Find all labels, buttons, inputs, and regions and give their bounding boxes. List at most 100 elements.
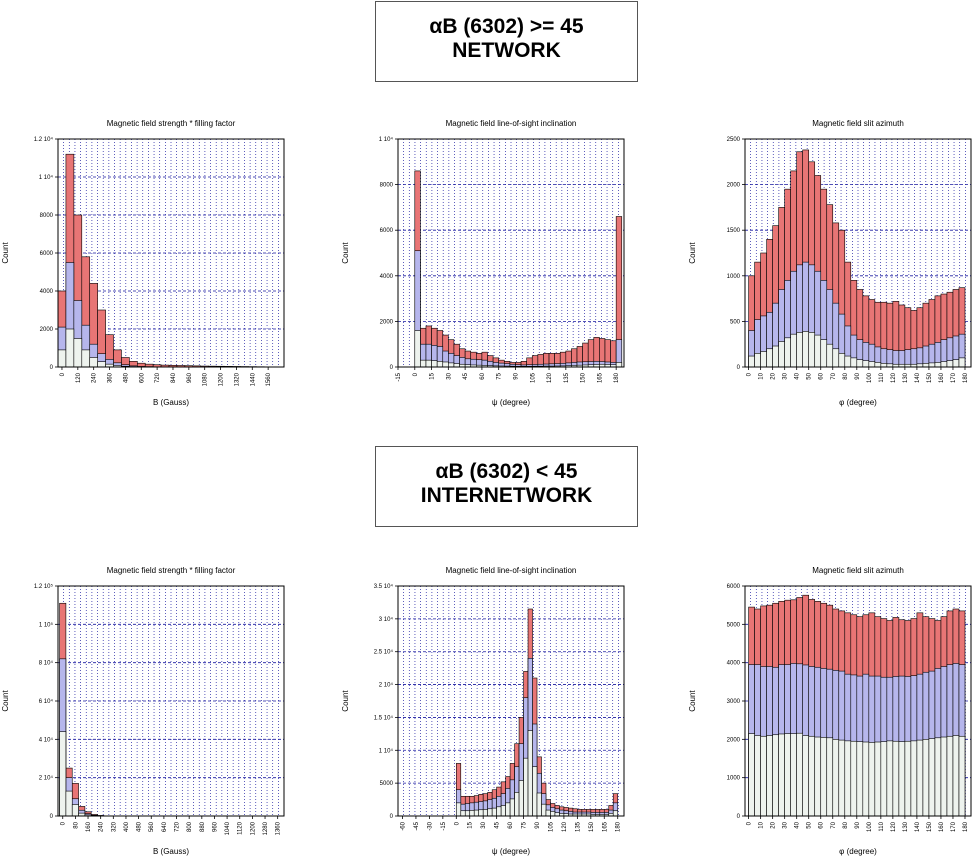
x-axis-label: B (Gauss) (153, 847, 189, 856)
x-tick-label: 1280 (263, 821, 269, 835)
chart-5: Magnetic field slit azimuth0100020003000… (688, 566, 972, 856)
x-tick-label: 135 (564, 372, 570, 383)
histogram-bar (802, 735, 810, 817)
x-tick-label: 880 (200, 821, 206, 832)
histogram-bar (922, 739, 930, 817)
y-tick-label: 4000 (727, 661, 741, 667)
x-tick-label: 130 (903, 372, 909, 383)
histogram-bar (518, 780, 524, 817)
y-tick-label: 1 10⁵ (39, 621, 54, 628)
histogram-bar (754, 735, 761, 817)
y-tick-label: 2000 (40, 327, 54, 333)
x-tick-label: 80 (73, 821, 79, 828)
chart-title: Magnetic field strength * filling factor (107, 119, 236, 128)
x-tick-label: 1360 (276, 821, 282, 835)
x-tick-label: -45 (414, 821, 420, 830)
y-axis-label: Count (341, 690, 350, 712)
histogram-bar (832, 348, 840, 368)
chart-title: Magnetic field slit azimuth (812, 566, 904, 575)
histogram-bar (952, 735, 960, 817)
y-tick-label: 0 (737, 814, 741, 820)
x-axis-label: φ (degree) (839, 398, 877, 407)
x-tick-label: 160 (939, 372, 945, 383)
x-axis-label: ψ (degree) (492, 398, 531, 407)
histogram-bar (748, 355, 755, 368)
histogram-bar (425, 359, 432, 368)
plot-frame (397, 138, 625, 368)
histogram-bar (790, 333, 797, 368)
histogram-bar (65, 328, 75, 368)
histogram-bar (59, 731, 67, 817)
histogram-bar (784, 733, 791, 817)
histogram-bar (420, 359, 427, 368)
x-tick-label: 1320 (234, 372, 240, 386)
histogram-bar (820, 339, 828, 368)
x-tick-label: 0 (60, 372, 66, 376)
histogram-bar (814, 736, 822, 817)
chart-title: Magnetic field slit azimuth (812, 119, 904, 128)
x-tick-label: 90 (535, 821, 541, 828)
x-tick-label: 480 (123, 372, 129, 383)
histogram-bar (862, 741, 870, 817)
y-tick-label: 1000 (727, 776, 741, 782)
histogram-bar (856, 741, 864, 817)
y-tick-label: 6000 (727, 584, 741, 590)
histogram-bar (89, 357, 98, 368)
histogram-bar (886, 740, 894, 817)
x-tick-label: 90 (855, 372, 861, 379)
histogram-bar (65, 790, 73, 817)
histogram-bar (505, 802, 511, 817)
x-tick-label: 30 (481, 821, 487, 828)
x-tick-label: 720 (175, 821, 181, 832)
x-tick-label: 0 (747, 372, 753, 376)
histogram-bar (868, 361, 876, 368)
y-tick-label: 2000 (380, 319, 394, 325)
y-tick-label: 1 10⁴ (379, 136, 394, 143)
x-tick-label: 800 (187, 821, 193, 832)
y-tick-label: 5000 (380, 781, 394, 787)
y-tick-label: 8 10⁴ (39, 660, 54, 667)
plot-frame (744, 138, 972, 368)
network-title-box: αB (6302) >= 45 NETWORK (375, 1, 638, 82)
x-tick-label: 640 (162, 821, 168, 832)
y-tick-label: 1.2 10⁴ (34, 136, 54, 143)
x-tick-label: 30 (783, 372, 789, 379)
x-tick-label: 180 (616, 821, 622, 832)
x-tick-label: -30 (427, 821, 433, 830)
x-tick-label: -60 (400, 821, 406, 830)
x-tick-label: 20 (771, 372, 777, 379)
chart-title: Magnetic field line-of-sight inclination (446, 566, 577, 575)
y-tick-label: 3 10⁴ (379, 616, 394, 623)
histogram-bar (81, 349, 91, 368)
x-tick-label: 10 (759, 372, 765, 379)
y-tick-label: 0 (50, 814, 54, 820)
histogram-bar (844, 740, 852, 817)
histogram-bar (464, 810, 471, 817)
histogram-bar (71, 804, 79, 817)
x-tick-label: 600 (139, 372, 145, 383)
histogram-bar (940, 736, 948, 817)
histogram-bar (904, 740, 912, 817)
histogram-bar (802, 331, 810, 368)
chart-title: Magnetic field line-of-sight inclination (446, 119, 577, 128)
x-tick-label: 400 (124, 821, 130, 832)
histogram-bar (892, 740, 900, 817)
y-tick-label: 1.2 10⁵ (34, 583, 54, 590)
x-tick-label: 120 (76, 372, 82, 383)
x-tick-label: 40 (795, 821, 801, 828)
y-tick-label: 6000 (380, 228, 394, 234)
x-tick-label: 1200 (250, 821, 256, 835)
histogram-bar (527, 730, 533, 817)
histogram-bar (414, 330, 421, 368)
histogram-bar (523, 757, 529, 817)
chart-3: Magnetic field strength * filling factor… (1, 566, 285, 856)
histogram-bar (473, 809, 480, 817)
chart-2: Magnetic field slit azimuth0500100015002… (688, 119, 972, 407)
histogram-bar (850, 357, 858, 368)
histogram-bar (442, 361, 449, 368)
x-tick-label: 130 (903, 821, 909, 832)
x-tick-label: 180 (614, 372, 620, 383)
chart-4: Magnetic field line-of-sight inclination… (341, 566, 625, 856)
network-title-line1: αB (6302) >= 45 (429, 15, 584, 38)
histogram-bar (838, 739, 846, 817)
